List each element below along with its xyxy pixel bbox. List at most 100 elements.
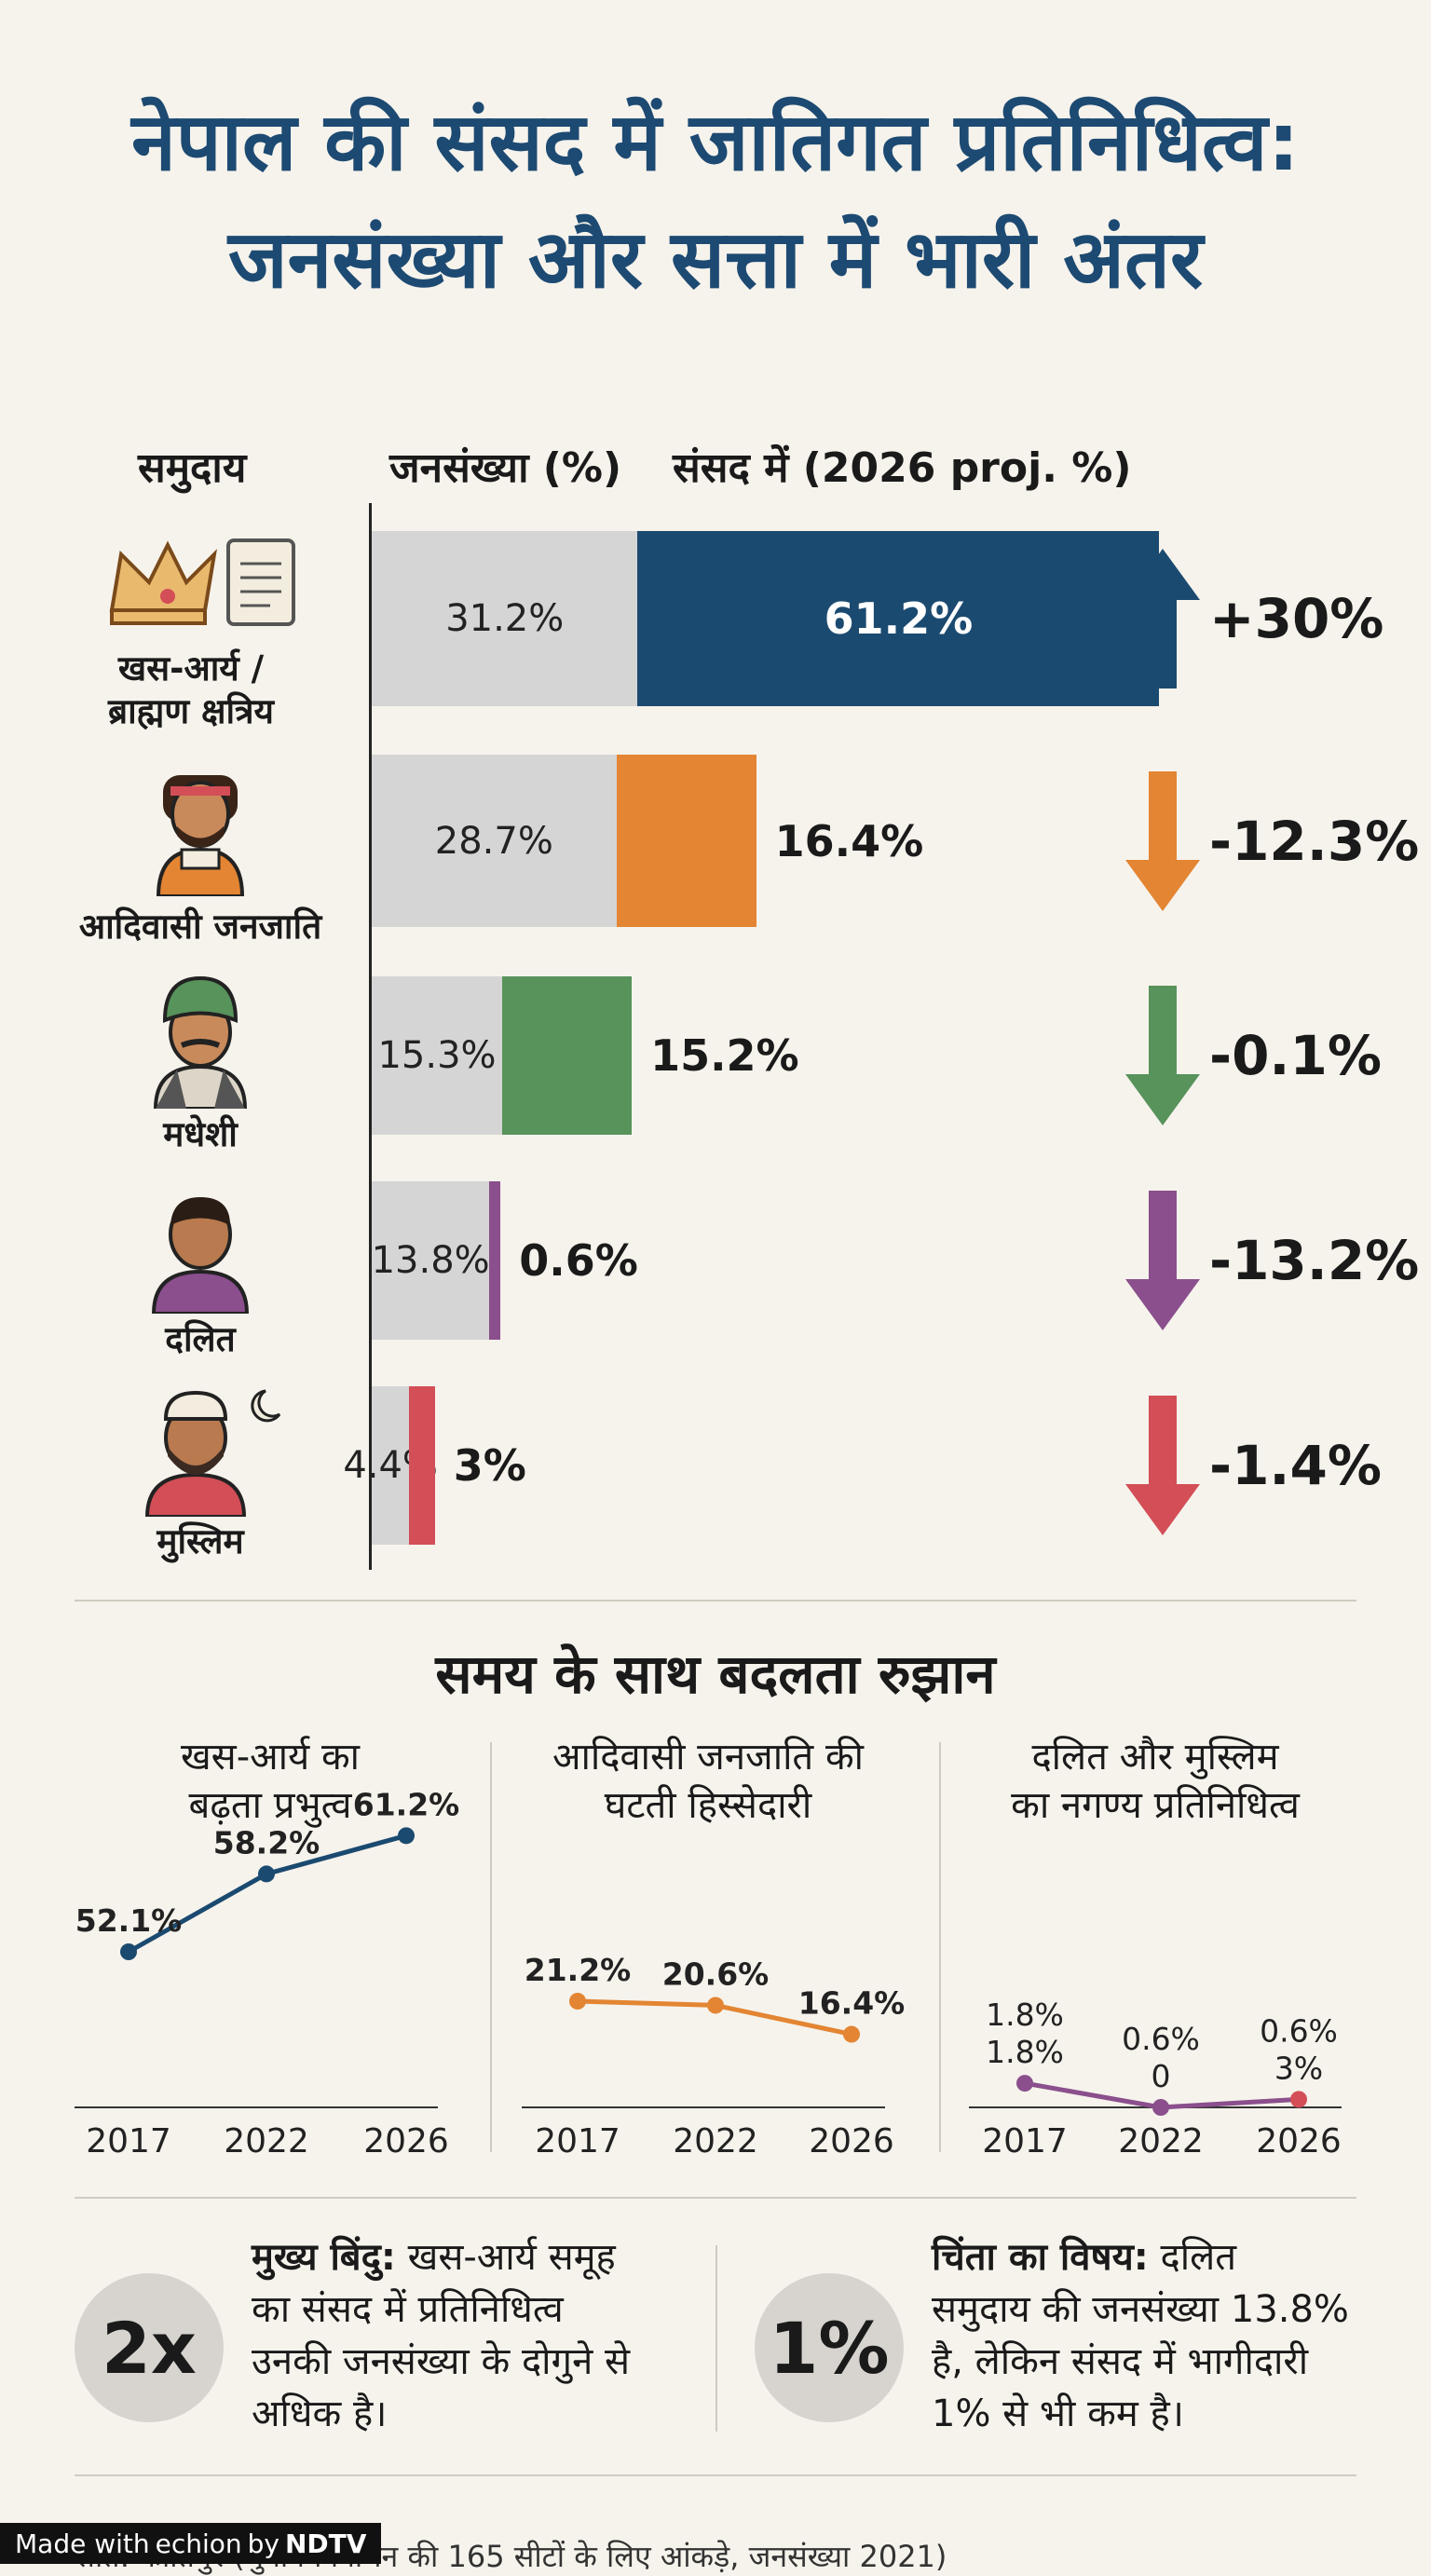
population-label-muslim: 4.4% bbox=[343, 1444, 438, 1487]
data-label-dalit-muslim: 0.6% bbox=[1260, 2012, 1338, 2049]
parliament-bar-madhesi bbox=[501, 976, 633, 1135]
concern-line: 1% से भी कम है। bbox=[932, 2392, 1184, 2435]
parliament-bar-muslim bbox=[409, 1386, 435, 1545]
made-with-badge[interactable]: Made with echion by NDTV bbox=[0, 2523, 382, 2564]
down-arrow-icon bbox=[1125, 1396, 1200, 1535]
data-point-dalit-muslim bbox=[1016, 2075, 1033, 2092]
key-point-text: मुख्य बिंदु: खस-आर्य समूह का संसद में प्… bbox=[252, 2231, 717, 2440]
mini-divider-2 bbox=[939, 1742, 941, 2152]
page-title: नेपाल की संसद में जातिगत प्रतिनिधित्व: ज… bbox=[0, 84, 1431, 319]
parliament-bar-khas bbox=[637, 531, 1160, 706]
x-tick-label: 2026 bbox=[1256, 2122, 1342, 2160]
section-divider bbox=[75, 1600, 1356, 1601]
dalit-person-icon bbox=[151, 1197, 250, 1314]
concern-text: चिंता का विषय: दलित समुदाय की जनसंख्या 1… bbox=[932, 2231, 1379, 2440]
difference-label-muslim: -1.4% bbox=[1209, 1434, 1382, 1497]
parliament-bar-dalit bbox=[489, 1181, 501, 1340]
population-label-khas: 31.2% bbox=[445, 597, 565, 640]
concern-stat-circle: 1% bbox=[755, 2273, 904, 2422]
community-name-madhesi: मधेशी bbox=[163, 1114, 238, 1154]
muslim-person-icon bbox=[144, 1389, 281, 1517]
x-tick-label: 2026 bbox=[809, 2122, 894, 2160]
badge-brand: echion bbox=[155, 2528, 242, 2559]
x-tick-label: 2026 bbox=[363, 2122, 449, 2160]
difference-label-dalit: -13.2% bbox=[1209, 1229, 1420, 1292]
data-point-khas bbox=[398, 1827, 415, 1845]
parliament-label-dalit: 0.6% bbox=[519, 1235, 638, 1286]
parliament-bar-adivasi bbox=[616, 755, 756, 927]
key-point-line: उनकी जनसंख्या के दोगुने से bbox=[252, 2340, 631, 2383]
x-tick-label: 2017 bbox=[982, 2122, 1068, 2160]
down-arrow-icon bbox=[1125, 770, 1200, 911]
data-label-dalit-muslim: 1.8% bbox=[986, 2034, 1064, 2070]
data-point-khas bbox=[120, 1943, 137, 1960]
key-point-line: का संसद में प्रतिनिधित्व bbox=[252, 2288, 564, 2331]
community-name-khas: खस-आर्य / ब्राह्मण क्षत्रिय bbox=[108, 648, 274, 731]
parliament-label-madhesi: 15.2% bbox=[650, 1030, 799, 1081]
data-label-khas: 52.1% bbox=[75, 1902, 183, 1939]
data-label-dalit-muslim: 0.6% bbox=[1122, 2021, 1200, 2057]
data-point-adivasi bbox=[569, 1993, 586, 2010]
difference-label-adivasi: -12.3% bbox=[1209, 809, 1420, 873]
mini-chart-title-adivasi: आदिवासी जनजाति की घटती हिस्सेदारी bbox=[552, 1736, 865, 1827]
data-point-dalit-muslim bbox=[1290, 2091, 1307, 2108]
data-label-dalit-muslim: 3% bbox=[1274, 2050, 1323, 2086]
data-label-dalit-muslim: 1.8% bbox=[986, 1997, 1064, 2033]
trend-line-khas bbox=[127, 1833, 407, 1955]
crown-scroll-icon bbox=[109, 538, 295, 626]
data-label-dalit-muslim: 0 bbox=[1152, 2058, 1171, 2094]
concern-label: चिंता का विषय: bbox=[932, 2236, 1149, 2279]
title-line-2: जनसंख्या और सत्ता में भारी अंतर bbox=[227, 213, 1204, 307]
badge-ndtv: NDTV bbox=[285, 2528, 367, 2559]
footer-divider bbox=[75, 2474, 1356, 2476]
trend-section-title: समय के साथ बदलता रुझान bbox=[435, 1642, 996, 1706]
adivasi-person-icon bbox=[156, 775, 245, 896]
down-arrow-icon bbox=[1125, 986, 1200, 1125]
key-stat-circle: 2x bbox=[75, 2273, 224, 2422]
chart-axis bbox=[369, 503, 372, 1570]
data-label-adivasi: 16.4% bbox=[798, 1985, 906, 2022]
data-point-khas bbox=[258, 1865, 275, 1883]
trend-line-adivasi bbox=[577, 1998, 852, 2037]
concern-line: दलित bbox=[1160, 2236, 1237, 2279]
up-arrow-icon bbox=[1125, 549, 1200, 688]
difference-label-khas: +30% bbox=[1209, 587, 1384, 650]
population-bar-khas bbox=[372, 531, 638, 706]
mini-chart-title-dalit-muslim: दलित और मुस्लिम का नगण्य प्रतिनिधित्व bbox=[1011, 1736, 1300, 1827]
title-line-1: नेपाल की संसद में जातिगत प्रतिनिधित्व: bbox=[131, 96, 1300, 189]
header-community: समुदाय bbox=[138, 444, 247, 492]
key-point-label: मुख्य बिंदु: bbox=[252, 2236, 396, 2279]
population-label-dalit: 13.8% bbox=[371, 1239, 490, 1282]
data-label-khas: 58.2% bbox=[213, 1824, 320, 1860]
parliament-label-khas: 61.2% bbox=[824, 593, 974, 644]
down-arrow-icon bbox=[1125, 1191, 1200, 1330]
community-name-adivasi: आदिवासी जनजाति bbox=[78, 906, 322, 947]
section-divider-2 bbox=[75, 2197, 1356, 2199]
data-point-dalit-muslim bbox=[1152, 2099, 1169, 2116]
madhesi-person-icon bbox=[153, 975, 248, 1109]
key-point-line: खस-आर्य समूह bbox=[407, 2236, 616, 2279]
x-tick-label: 2017 bbox=[535, 2122, 620, 2160]
community-name-dalit: दलित bbox=[165, 1319, 236, 1359]
mini-divider-1 bbox=[490, 1742, 492, 2152]
mini-chart-title-khas: खस-आर्य का बढ़ता प्रभुत्व bbox=[180, 1736, 361, 1827]
population-label-adivasi: 28.7% bbox=[434, 819, 553, 863]
data-point-adivasi bbox=[707, 1997, 724, 2014]
concern-line: समुदाय की जनसंख्या 13.8% bbox=[932, 2288, 1349, 2331]
parliament-label-muslim: 3% bbox=[453, 1440, 526, 1491]
community-name-muslim: मुस्लिम bbox=[157, 1521, 244, 1561]
population-bar-dalit bbox=[372, 1181, 490, 1340]
trend-line-dalit-muslim bbox=[1024, 2080, 1300, 2110]
badge-by: by bbox=[247, 2528, 279, 2559]
difference-label-madhesi: -0.1% bbox=[1209, 1024, 1382, 1087]
data-label-adivasi: 20.6% bbox=[662, 1956, 770, 1992]
x-tick-label: 2022 bbox=[673, 2122, 758, 2160]
header-parliament: संसद में (2026 proj. %) bbox=[673, 444, 1132, 492]
x-tick-label: 2022 bbox=[1118, 2122, 1204, 2160]
key-point-line: अधिक है। bbox=[252, 2392, 388, 2435]
population-bar-madhesi bbox=[372, 976, 502, 1135]
header-population: जनसंख्या (%) bbox=[389, 444, 622, 492]
x-tick-label: 2017 bbox=[86, 2122, 171, 2160]
data-point-adivasi bbox=[843, 2025, 860, 2043]
parliament-label-adivasi: 16.4% bbox=[774, 815, 924, 866]
